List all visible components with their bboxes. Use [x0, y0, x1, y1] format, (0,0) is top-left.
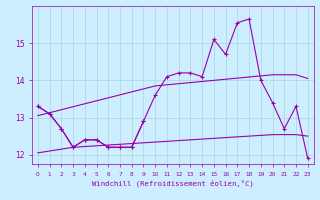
X-axis label: Windchill (Refroidissement éolien,°C): Windchill (Refroidissement éolien,°C) — [92, 179, 254, 187]
